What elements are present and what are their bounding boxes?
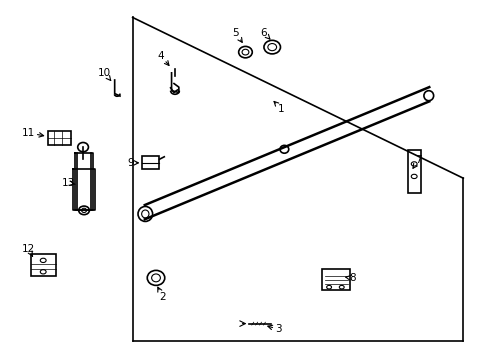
- Bar: [407, 150, 420, 193]
- Bar: [47, 131, 71, 145]
- Text: 3: 3: [267, 324, 281, 334]
- Text: 2: 2: [158, 287, 166, 302]
- Bar: [30, 254, 56, 276]
- Text: 1: 1: [273, 102, 284, 113]
- Text: 5: 5: [232, 28, 242, 42]
- Text: 6: 6: [260, 28, 269, 39]
- Text: 11: 11: [21, 128, 43, 138]
- Text: 13: 13: [62, 178, 75, 188]
- Text: 7: 7: [412, 156, 421, 168]
- Text: 10: 10: [98, 68, 111, 81]
- Bar: [142, 156, 159, 169]
- Text: 4: 4: [157, 51, 169, 66]
- Text: 12: 12: [21, 244, 35, 256]
- Bar: [322, 269, 350, 290]
- Text: 9: 9: [127, 158, 138, 168]
- Text: 8: 8: [345, 273, 355, 283]
